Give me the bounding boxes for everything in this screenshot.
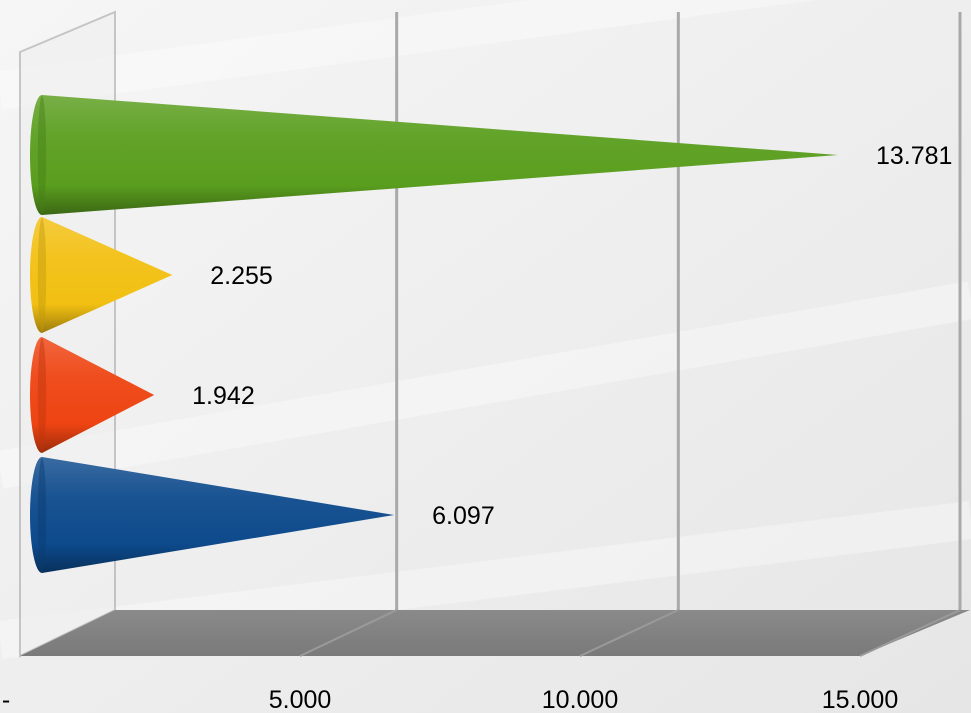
x-tick-label: 5.000 bbox=[269, 686, 332, 713]
cone-base-rim bbox=[37, 96, 47, 214]
x-tick-label: 10.000 bbox=[542, 686, 618, 713]
gridline-floor bbox=[299, 609, 398, 657]
cone-body bbox=[30, 457, 395, 573]
value-label: 1.942 bbox=[192, 382, 255, 410]
cone-bar bbox=[30, 95, 838, 215]
cone-bar bbox=[30, 217, 173, 333]
cone-bar bbox=[30, 457, 395, 573]
cone-base-rim bbox=[37, 338, 47, 452]
background-sheen bbox=[0, 281, 971, 489]
value-label: 2.255 bbox=[210, 262, 273, 290]
cone-base-rim bbox=[37, 458, 47, 572]
cone-bar bbox=[30, 337, 155, 453]
cone-body bbox=[30, 95, 838, 215]
background-sheen bbox=[0, 0, 816, 109]
cone-body bbox=[30, 337, 155, 453]
x-tick-label: - bbox=[2, 686, 10, 713]
x-tick-label: 15.000 bbox=[822, 686, 898, 713]
cone-body bbox=[30, 217, 173, 333]
value-label: 6.097 bbox=[432, 502, 495, 530]
chart-floor bbox=[20, 610, 970, 656]
gridline-floor bbox=[859, 609, 961, 657]
gridline-floor bbox=[579, 609, 679, 657]
cone-base-rim bbox=[37, 218, 47, 332]
value-label: 13.781 bbox=[876, 142, 952, 170]
